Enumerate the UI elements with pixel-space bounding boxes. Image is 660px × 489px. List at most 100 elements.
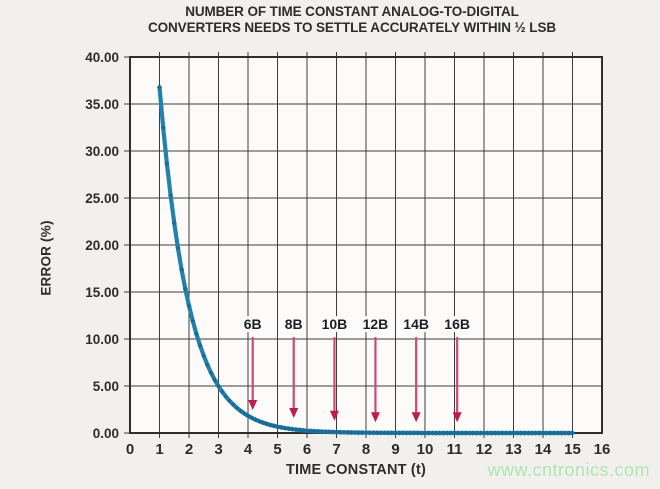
y-tick-label: 5.00 (93, 379, 119, 394)
data-point-marker (385, 430, 391, 436)
data-point-marker (569, 430, 576, 436)
data-point-marker (341, 429, 347, 435)
y-tick-label: 15.00 (85, 285, 119, 300)
data-point-marker (392, 430, 399, 436)
x-tick-label: 11 (447, 441, 463, 458)
y-tick-label: 10.00 (85, 332, 119, 347)
data-point-marker (540, 430, 546, 436)
data-point-marker (462, 430, 469, 436)
data-point-marker (190, 318, 196, 324)
data-point-marker (562, 430, 568, 436)
data-point-marker (415, 430, 421, 436)
data-point-marker (411, 430, 417, 436)
data-point-marker (175, 245, 181, 251)
data-point-marker (422, 430, 428, 436)
annotation-label: 14B (403, 316, 429, 332)
annotation-arrow-head (411, 412, 421, 423)
data-point-marker (418, 430, 424, 436)
data-point-marker (496, 430, 502, 436)
data-point-marker (230, 402, 236, 408)
x-tick-label: 6 (303, 441, 311, 458)
data-point-marker (333, 429, 340, 435)
data-point-marker (437, 430, 443, 436)
x-tick-label: 4 (244, 441, 253, 458)
data-point-marker (337, 429, 343, 435)
annotation-arrow-head (370, 412, 380, 423)
x-tick-label: 3 (214, 441, 222, 458)
data-point-marker (171, 220, 177, 226)
data-point-marker (241, 410, 247, 417)
data-point-marker (566, 430, 572, 436)
x-tick-label: 2 (185, 441, 193, 458)
data-point-marker (297, 427, 303, 433)
data-point-marker (322, 429, 329, 435)
data-point-marker (367, 430, 373, 436)
data-point-marker (370, 430, 376, 436)
data-point-marker (348, 429, 354, 436)
data-point-marker (378, 430, 384, 436)
annotation-label: 12B (363, 316, 389, 332)
data-point-marker (352, 429, 358, 436)
data-point-marker (267, 422, 273, 428)
x-tick-label: 15 (564, 441, 581, 458)
data-point-marker (551, 430, 557, 436)
data-point-marker (271, 423, 277, 429)
data-point-marker (201, 353, 207, 359)
data-point-marker (536, 430, 542, 436)
data-point-marker (396, 430, 402, 436)
y-tick-label: 30.00 (85, 144, 119, 159)
data-point-marker (293, 427, 299, 433)
data-point-marker (558, 430, 565, 436)
data-point-marker (555, 430, 561, 436)
data-point-marker (308, 428, 314, 434)
data-point-marker (389, 430, 395, 436)
annotation-label-background (399, 316, 434, 333)
data-point-marker (374, 430, 380, 436)
data-point-marker (426, 430, 432, 436)
data-point-marker (164, 161, 170, 167)
data-point-marker (407, 430, 413, 436)
data-point-marker (179, 267, 185, 273)
data-point-marker (219, 389, 225, 395)
data-point-marker (485, 430, 491, 436)
data-point-marker (160, 125, 166, 131)
data-point-marker (282, 425, 288, 431)
data-point-marker (304, 428, 310, 434)
data-point-marker (208, 370, 214, 376)
x-tick-label: 7 (332, 441, 340, 458)
data-point-marker (459, 430, 465, 436)
data-point-marker (448, 430, 454, 436)
x-tick-label: 5 (273, 441, 281, 458)
data-point-marker (521, 430, 528, 436)
data-point-marker (204, 362, 211, 368)
data-point-marker (507, 430, 513, 436)
data-point-marker (444, 430, 450, 436)
data-point-marker (300, 427, 306, 433)
data-point-marker (212, 377, 218, 383)
data-point-marker (311, 428, 317, 434)
data-point-marker (470, 430, 476, 436)
x-tick-label: 1 (155, 441, 163, 458)
data-point-marker (285, 426, 292, 432)
data-point-marker (197, 342, 203, 349)
x-axis-title: TIME CONSTANT (t) (285, 462, 427, 478)
data-point-marker (226, 398, 233, 404)
annotation-label: 6B (244, 316, 262, 332)
data-point-marker (249, 415, 255, 421)
data-point-marker (215, 383, 222, 389)
x-tick-label: 14 (535, 441, 552, 458)
data-point-marker (499, 430, 506, 436)
data-point-marker (510, 430, 517, 436)
data-point-marker (278, 424, 284, 431)
watermark: www.cntronics.com (487, 460, 650, 480)
data-point-marker (403, 430, 410, 436)
data-point-marker (466, 430, 472, 436)
annotation-label: 8B (285, 316, 303, 332)
chart-title: NUMBER OF TIME CONSTANT ANALOG-TO-DIGITA… (40, 4, 660, 36)
x-tick-label: 10 (417, 441, 434, 458)
data-point-marker (525, 430, 531, 436)
y-tick-label: 20.00 (85, 238, 119, 253)
y-tick-label: 40.00 (85, 50, 119, 65)
data-point-marker (477, 430, 483, 436)
